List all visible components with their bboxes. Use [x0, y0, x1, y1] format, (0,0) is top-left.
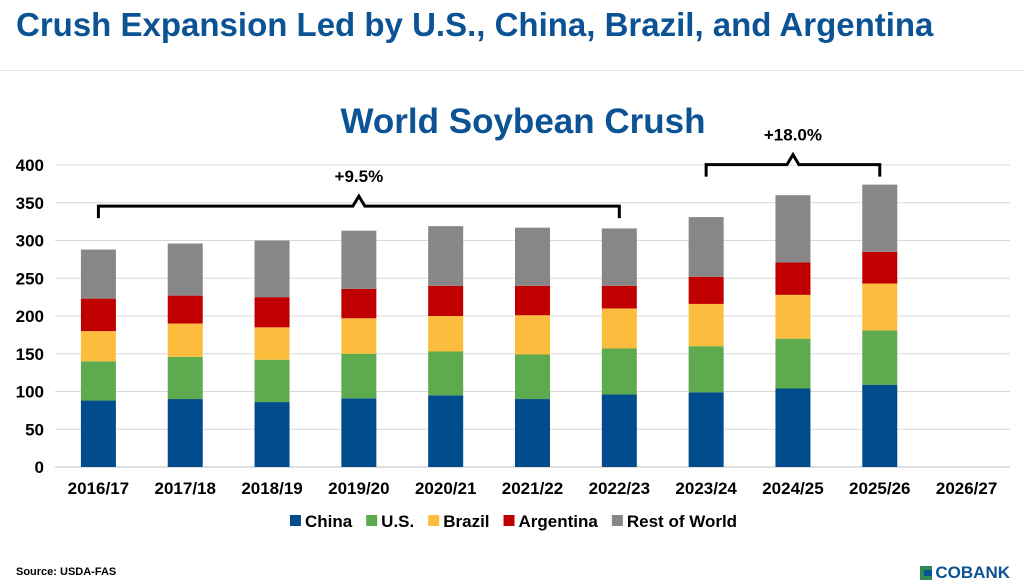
bar-rest-of-world-2019-20 — [341, 230, 377, 289]
bar-argentina-2021-22 — [515, 285, 550, 316]
bar-rest-of-world-2023-24 — [688, 217, 724, 277]
bar-argentina-2019-20 — [341, 288, 377, 319]
x-tick-label: 2026/27 — [936, 479, 997, 498]
bar-brazil-2025-26 — [862, 283, 898, 331]
bar-rest-of-world-2017-18 — [167, 243, 203, 296]
x-tick-label: 2025/26 — [849, 479, 910, 498]
legend-label: Brazil — [443, 512, 489, 531]
bar-rest-of-world-2024-25 — [775, 195, 811, 263]
bar-china-2025-26 — [862, 384, 898, 467]
y-tick-label: 200 — [16, 307, 44, 326]
bar-u-s-2016-17 — [80, 361, 116, 401]
bar-rest-of-world-2022-23 — [601, 228, 637, 286]
slide-title: Crush Expansion Led by U.S., China, Braz… — [16, 6, 934, 43]
bar-u-s-2020-21 — [428, 351, 464, 396]
x-tick-label: 2017/18 — [155, 479, 216, 498]
bar-argentina-2017-18 — [167, 295, 203, 324]
legend-swatch-rest-of-world — [611, 515, 623, 526]
cobank-logo-text: COBANK — [935, 563, 1010, 582]
bar-rest-of-world-2016-17 — [80, 249, 116, 299]
legend-swatch-china — [289, 515, 301, 526]
legend-swatch-brazil — [428, 515, 440, 526]
legend-label: U.S. — [381, 512, 414, 531]
bar-argentina-2024-25 — [775, 262, 811, 295]
bar-brazil-2020-21 — [428, 316, 464, 352]
legend-label: Rest of World — [627, 512, 737, 531]
bar-argentina-2018-19 — [254, 297, 290, 328]
y-tick-label: 400 — [16, 156, 44, 175]
bar-rest-of-world-2025-26 — [862, 184, 898, 252]
source-note: Source: USDA-FAS — [16, 566, 117, 578]
y-tick-label: 150 — [16, 345, 44, 364]
bar-u-s-2022-23 — [601, 348, 637, 395]
y-tick-label: 300 — [16, 232, 44, 251]
annotation-bracket — [96, 193, 621, 219]
bar-brazil-2023-24 — [688, 303, 724, 347]
x-tick-label: 2020/21 — [415, 479, 476, 498]
bar-brazil-2022-23 — [601, 308, 637, 349]
bar-rest-of-world-2021-22 — [515, 227, 550, 286]
annotation-bracket — [704, 151, 882, 177]
y-tick-label: 100 — [16, 383, 44, 402]
legend-swatch-u-s — [366, 515, 378, 526]
x-tick-label: 2024/25 — [762, 479, 823, 498]
bar-u-s-2018-19 — [254, 359, 290, 403]
legend-swatch-argentina — [503, 515, 515, 526]
y-tick-label: 50 — [25, 420, 44, 439]
bar-china-2024-25 — [775, 388, 811, 467]
bar-china-2022-23 — [601, 394, 637, 467]
soybean-crush-chart: World Soybean Crush 0 50 100 150 200 250 300 35… — [16, 102, 1010, 531]
title-divider — [0, 70, 1024, 71]
x-tick-label: 2022/23 — [589, 479, 650, 498]
x-tick-label: 2016/17 — [68, 479, 129, 498]
bar-u-s-2025-26 — [862, 330, 898, 385]
bar-brazil-2016-17 — [80, 331, 116, 362]
bar-u-s-2024-25 — [775, 338, 811, 389]
bar-china-2016-17 — [80, 400, 116, 467]
annotation-label: +9.5% — [335, 167, 384, 186]
y-tick-label: 0 — [35, 458, 44, 477]
bar-u-s-2021-22 — [515, 354, 550, 400]
bar-china-2017-18 — [167, 399, 203, 467]
x-tick-label: 2021/22 — [502, 479, 563, 498]
bar-argentina-2022-23 — [601, 285, 637, 309]
bar-brazil-2021-22 — [515, 315, 550, 355]
bar-china-2020-21 — [428, 395, 464, 467]
legend-label: China — [305, 512, 353, 531]
bar-u-s-2017-18 — [167, 356, 203, 400]
bar-u-s-2023-24 — [688, 346, 724, 393]
x-tick-label: 2018/19 — [241, 479, 302, 498]
bar-brazil-2024-25 — [775, 294, 811, 339]
bar-brazil-2018-19 — [254, 327, 290, 360]
legend-label: Argentina — [519, 512, 599, 531]
bar-brazil-2017-18 — [167, 323, 203, 357]
bar-rest-of-world-2020-21 — [428, 226, 464, 286]
cobank-logo-icon — [919, 565, 933, 581]
bar-rest-of-world-2018-19 — [254, 240, 290, 298]
bar-china-2018-19 — [254, 402, 290, 467]
bar-china-2021-22 — [515, 399, 550, 467]
annotation-label: +18.0% — [764, 126, 822, 145]
cobank-logo: COBANK — [919, 563, 1010, 583]
bar-argentina-2016-17 — [80, 298, 116, 332]
chart-title: World Soybean Crush — [341, 102, 706, 141]
y-tick-label: 350 — [16, 194, 44, 213]
x-tick-label: 2019/20 — [328, 479, 389, 498]
bar-brazil-2019-20 — [341, 318, 377, 354]
x-tick-label: 2023/24 — [675, 479, 737, 498]
bar-u-s-2019-20 — [341, 353, 377, 399]
bar-argentina-2020-21 — [428, 285, 464, 316]
y-tick-label: 250 — [16, 269, 44, 288]
bar-china-2023-24 — [688, 392, 724, 467]
bar-china-2019-20 — [341, 398, 377, 467]
bar-argentina-2023-24 — [688, 276, 724, 304]
bar-argentina-2025-26 — [862, 251, 898, 284]
